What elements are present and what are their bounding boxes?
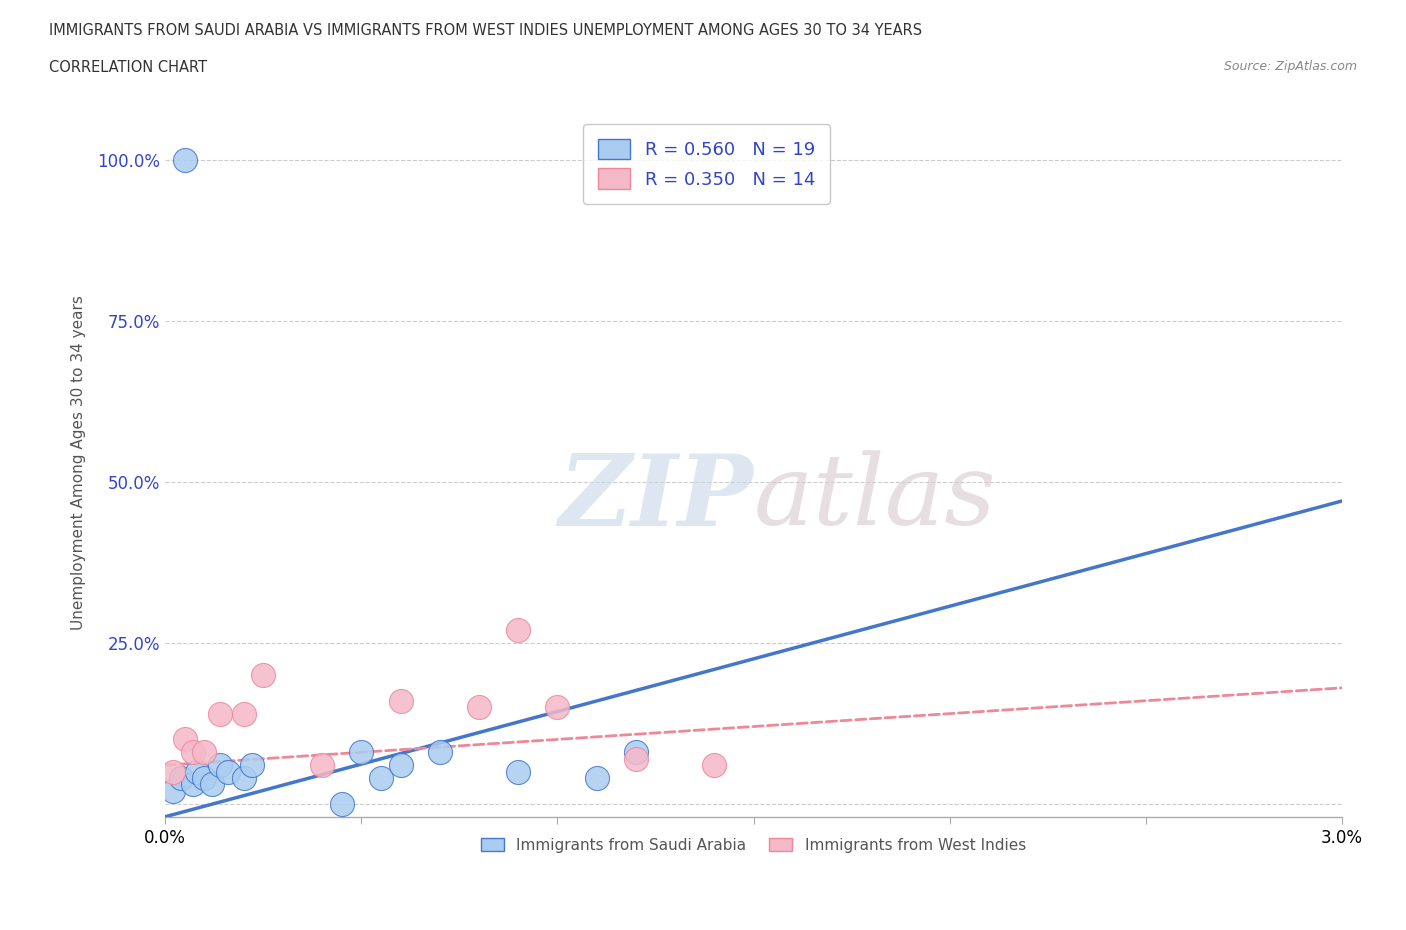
Point <box>162 783 184 798</box>
Point <box>232 706 254 721</box>
Point <box>311 758 333 773</box>
Point <box>181 777 204 792</box>
Point <box>508 764 530 779</box>
Text: ZIP: ZIP <box>558 449 754 546</box>
Point <box>389 693 412 708</box>
Point <box>252 668 274 683</box>
Point <box>508 622 530 637</box>
Text: IMMIGRANTS FROM SAUDI ARABIA VS IMMIGRANTS FROM WEST INDIES UNEMPLOYMENT AMONG A: IMMIGRANTS FROM SAUDI ARABIA VS IMMIGRAN… <box>49 23 922 38</box>
Point <box>370 771 392 786</box>
Point <box>585 771 607 786</box>
Point <box>209 706 232 721</box>
Point <box>330 796 353 811</box>
Point <box>186 764 208 779</box>
Text: CORRELATION CHART: CORRELATION CHART <box>49 60 207 75</box>
Point <box>429 745 451 760</box>
Y-axis label: Unemployment Among Ages 30 to 34 years: Unemployment Among Ages 30 to 34 years <box>72 295 86 630</box>
Point <box>201 777 224 792</box>
Point <box>173 732 195 747</box>
Point <box>173 153 195 167</box>
Point <box>389 758 412 773</box>
Text: Source: ZipAtlas.com: Source: ZipAtlas.com <box>1223 60 1357 73</box>
Point <box>624 745 647 760</box>
Point <box>232 771 254 786</box>
Point <box>350 745 373 760</box>
Point <box>209 758 232 773</box>
Point <box>468 699 491 714</box>
Point <box>170 771 193 786</box>
Point <box>181 745 204 760</box>
Legend: Immigrants from Saudi Arabia, Immigrants from West Indies: Immigrants from Saudi Arabia, Immigrants… <box>475 831 1032 858</box>
Point <box>193 771 215 786</box>
Point <box>546 699 568 714</box>
Point <box>162 764 184 779</box>
Point <box>703 758 725 773</box>
Point <box>240 758 263 773</box>
Point <box>193 745 215 760</box>
Point <box>624 751 647 766</box>
Point <box>217 764 239 779</box>
Text: atlas: atlas <box>754 450 997 545</box>
